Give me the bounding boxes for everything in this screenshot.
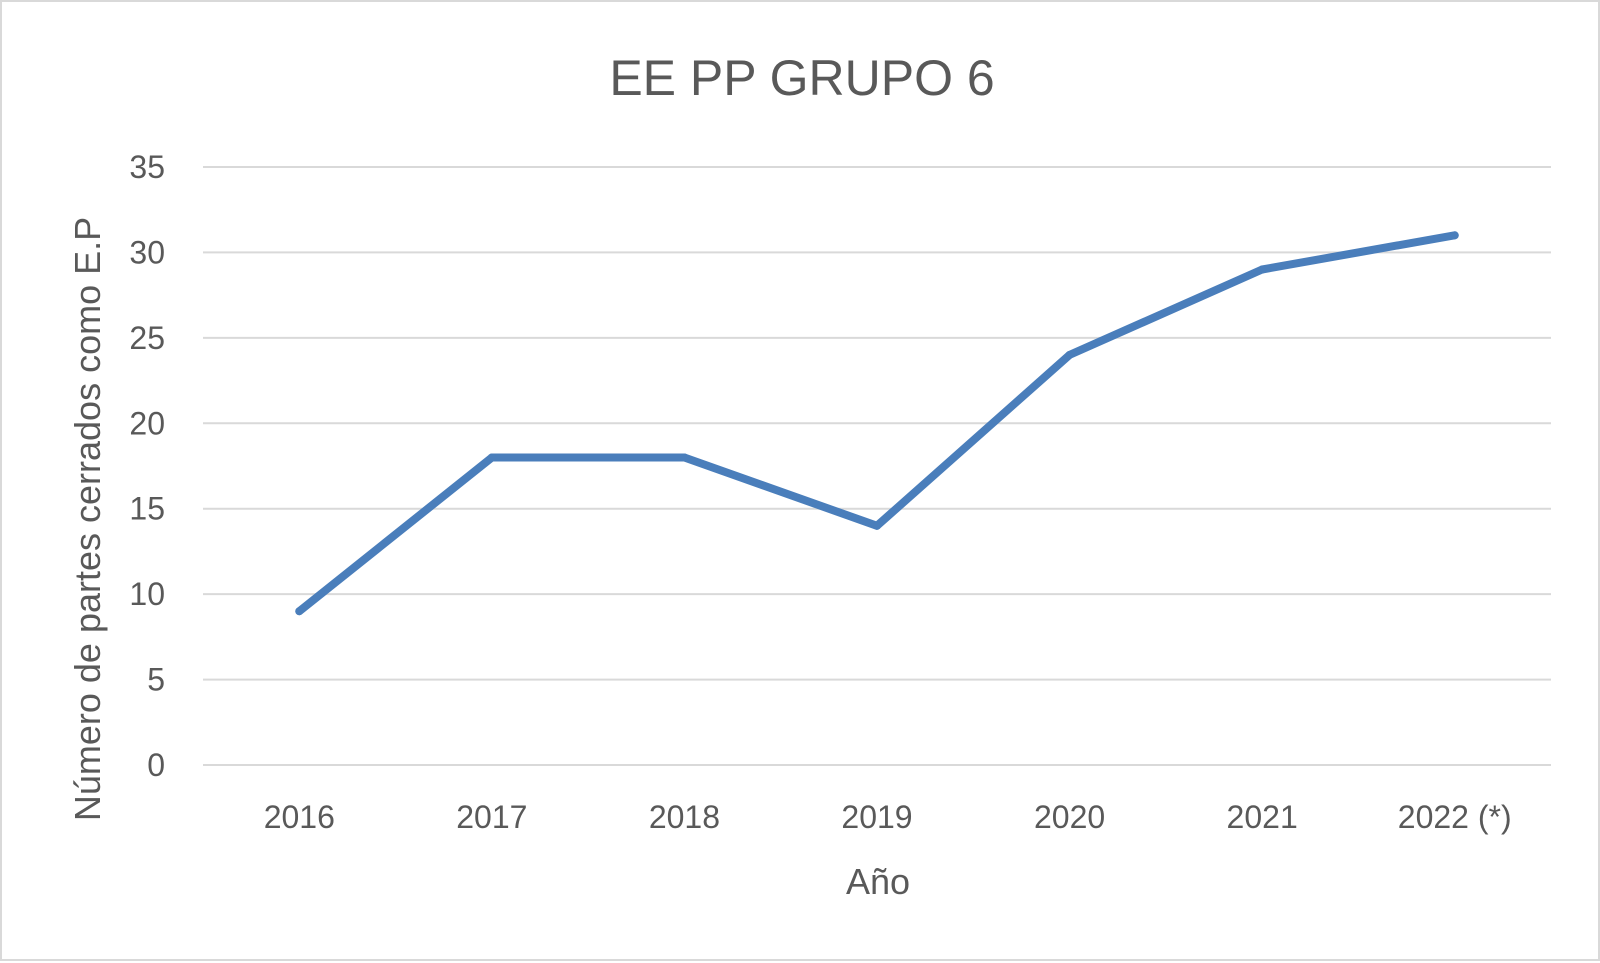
data-point <box>873 521 881 530</box>
data-point <box>1065 350 1074 359</box>
y-tick-label: 25 <box>129 320 165 356</box>
y-tick-label: 30 <box>129 234 165 270</box>
y-tick-label: 15 <box>129 491 165 527</box>
data-point <box>295 607 304 616</box>
x-tick-label: 2016 <box>264 799 335 835</box>
x-tick-label: 2021 <box>1227 799 1298 835</box>
x-axis-title: Año <box>846 861 910 902</box>
y-tick-label: 20 <box>129 405 165 441</box>
x-tick-label: 2022 (*) <box>1398 799 1512 835</box>
x-tick-label: 2017 <box>456 799 527 835</box>
x-tick-label: 2018 <box>649 799 720 835</box>
data-point <box>680 453 689 462</box>
chart-title: EE PP GRUPO 6 <box>609 50 994 106</box>
y-axis-title: Número de partes cerrados como E.P <box>67 217 108 821</box>
y-axis-ticks: 0 5 10 15 20 25 30 35 <box>129 149 165 783</box>
data-point <box>1450 231 1459 240</box>
x-tick-label: 2019 <box>841 799 912 835</box>
data-point <box>487 453 496 462</box>
series-layer <box>295 231 1459 616</box>
x-axis-ticks: 2016 2017 2018 2019 2020 2021 2022 (*) <box>264 799 1512 835</box>
y-tick-label: 35 <box>129 149 165 185</box>
data-point <box>1258 265 1267 274</box>
y-tick-label: 5 <box>147 662 165 698</box>
y-tick-label: 10 <box>129 576 165 612</box>
y-tick-label: 0 <box>147 747 165 783</box>
x-tick-label: 2020 <box>1034 799 1105 835</box>
